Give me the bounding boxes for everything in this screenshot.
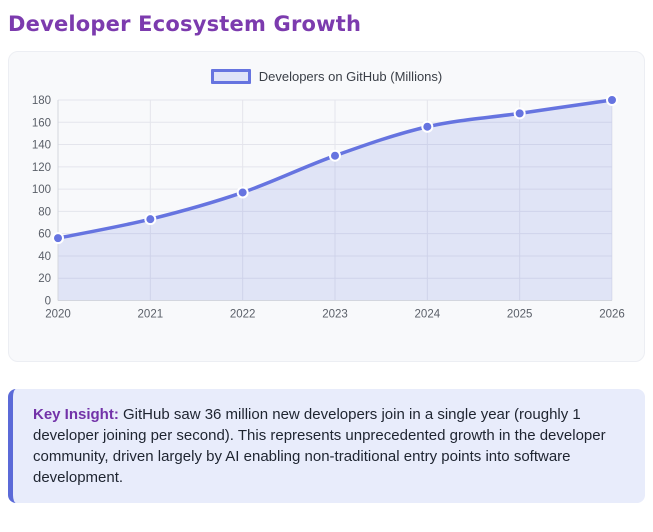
x-axis-tick-label: 2025 xyxy=(507,309,533,321)
legend-swatch-icon xyxy=(210,69,251,84)
y-axis-tick-label: 140 xyxy=(32,140,51,152)
page-title: Developer Ecosystem Growth xyxy=(8,12,362,36)
x-axis-tick-label: 2022 xyxy=(230,309,256,321)
data-point[interactable] xyxy=(236,186,249,199)
y-axis-tick-label: 40 xyxy=(38,251,51,263)
key-insight-callout: Key Insight: GitHub saw 36 million new d… xyxy=(8,389,645,503)
key-insight-label: Key Insight: xyxy=(33,406,119,423)
chart-card: 0 20 40 60 80 100 120 140 160 180 2020 2021 2022 2023… xyxy=(8,51,645,362)
x-axis-tick-label: 2026 xyxy=(599,309,625,321)
key-insight-body: GitHub saw 36 million new developers joi… xyxy=(33,406,606,486)
x-axis-tick-label: 2020 xyxy=(45,309,71,321)
data-point[interactable] xyxy=(421,120,434,133)
data-point[interactable] xyxy=(52,232,64,245)
x-axis-tick-label: 2024 xyxy=(415,309,441,321)
data-point[interactable] xyxy=(329,149,341,162)
chart-legend[interactable]: Developers on GitHub (Millions) xyxy=(9,69,644,84)
x-axis-tick-label: 2021 xyxy=(138,309,164,321)
data-point[interactable] xyxy=(513,107,526,120)
x-axis-tick-label: 2023 xyxy=(322,309,348,321)
y-axis-tick-label: 20 xyxy=(38,273,51,285)
y-axis-tick-label: 60 xyxy=(38,229,51,241)
key-insight-text: Key Insight: GitHub saw 36 million new d… xyxy=(33,404,625,488)
line-chart: 0 20 40 60 80 100 120 140 160 180 2020 2021 2022 2023… xyxy=(32,94,625,321)
y-axis-tick-label: 80 xyxy=(38,206,51,218)
y-axis-tick-label: 100 xyxy=(32,184,51,196)
y-axis-tick-label: 160 xyxy=(32,117,51,129)
y-axis-tick-label: 180 xyxy=(32,95,51,107)
data-point[interactable] xyxy=(144,213,157,226)
y-axis-tick-label: 0 xyxy=(45,296,51,308)
y-axis-tick-label: 120 xyxy=(32,162,51,174)
series-area-fill xyxy=(58,100,612,301)
data-point[interactable] xyxy=(606,94,618,106)
legend-label: Developers on GitHub (Millions) xyxy=(258,69,443,84)
